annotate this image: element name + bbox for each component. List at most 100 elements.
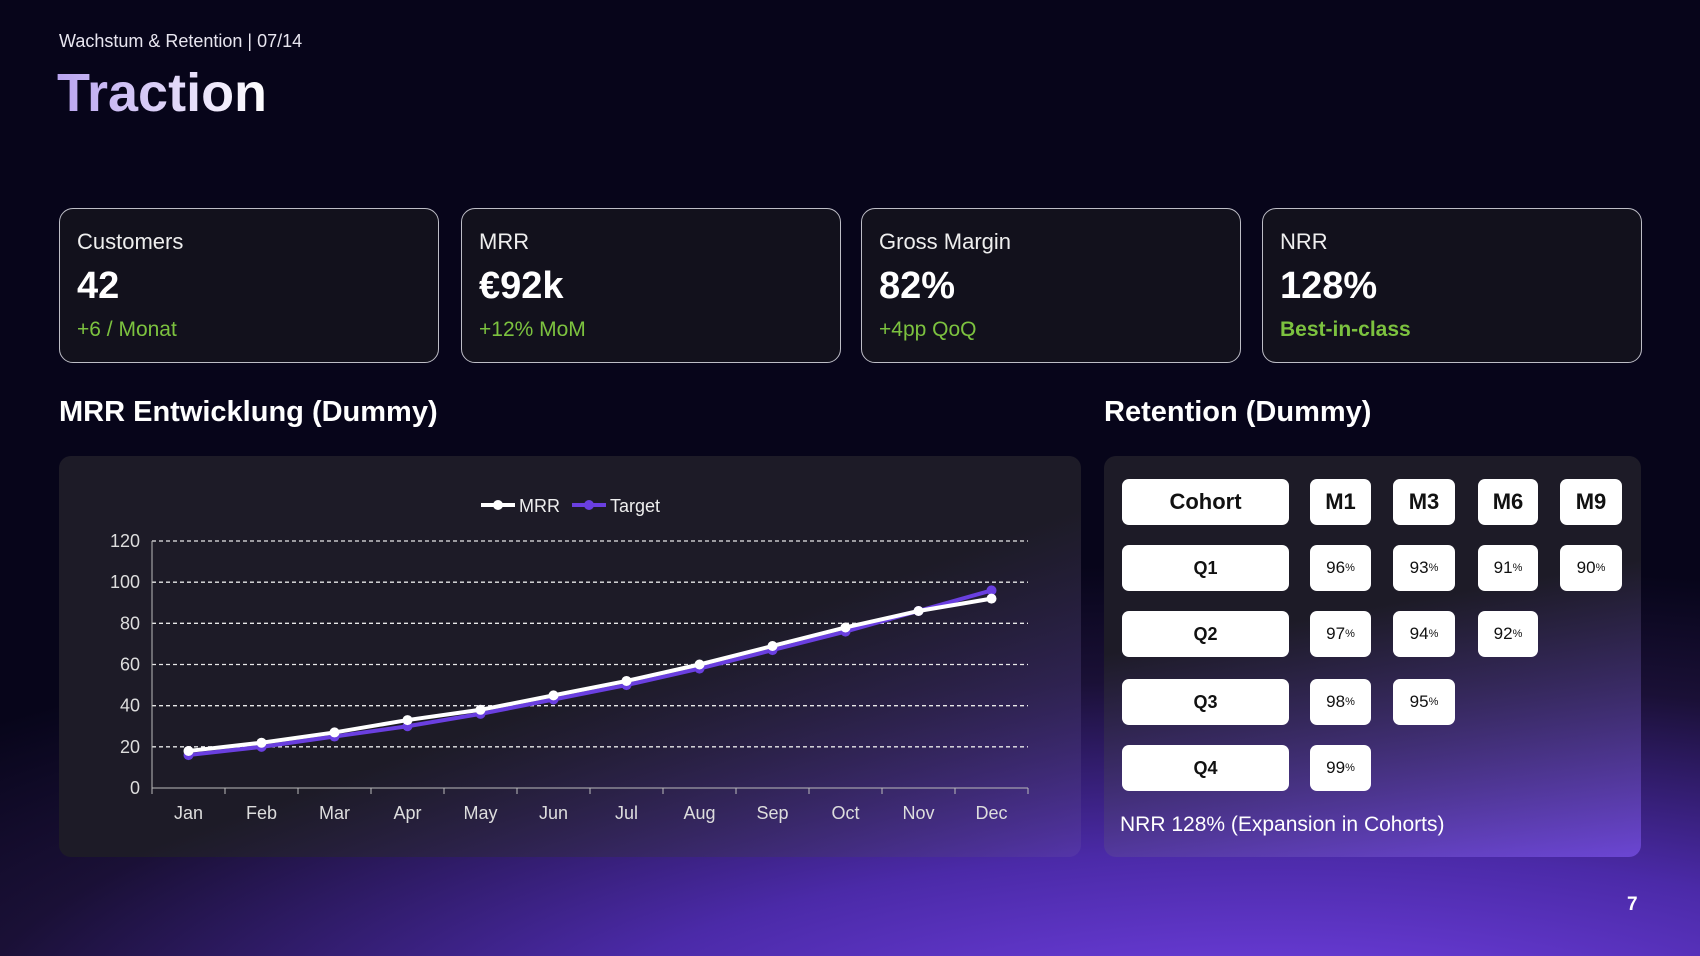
retention-cell: 96% [1310, 545, 1371, 591]
cohort-label: Q3 [1122, 679, 1289, 725]
kpi-card-nrr: NRR 128% Best-in-class [1262, 208, 1642, 363]
cell-text: Q2 [1193, 623, 1218, 644]
legend-label: Target [610, 496, 660, 516]
cell-text: 90 [1576, 558, 1596, 577]
legend-label: MRR [519, 496, 560, 516]
kpi-change: +6 / Monat [77, 318, 177, 341]
mrr-line-chart: 0 20 40 60 80 100 120 Jan Feb Mar Apr May Jun Jul Aug S… [110, 496, 1029, 823]
kpi-value: 128% [1280, 265, 1378, 307]
page-title: Traction [57, 63, 268, 123]
y-tick-label: 0 [130, 778, 140, 798]
cell-text: 91 [1493, 558, 1513, 577]
data-point-mrr [694, 659, 705, 670]
retention-cell: 90% [1560, 545, 1622, 591]
cell-text: M6 [1492, 489, 1524, 514]
retention-cell: 97% [1310, 611, 1371, 657]
x-tick-label: Nov [902, 803, 934, 823]
x-tick-label: Feb [246, 803, 277, 823]
cell-text: 94 [1409, 624, 1429, 643]
x-tick-label: Apr [393, 803, 421, 823]
kpi-value: 82% [879, 265, 956, 307]
kpi-label: NRR [1280, 229, 1328, 254]
retention-header-m9: M9 [1560, 479, 1622, 525]
kpi-value: 42 [77, 265, 120, 307]
cohort-label: Q2 [1122, 611, 1289, 657]
data-point-mrr [621, 675, 632, 686]
kpi-card-customers: Customers 42 +6 / Monat [59, 208, 439, 363]
retention-header-m1: M1 [1310, 479, 1371, 525]
kpi-label: Gross Margin [879, 229, 1012, 254]
unit: % [1512, 562, 1523, 574]
unit: % [1345, 696, 1355, 708]
legend-marker [584, 500, 594, 510]
x-tick-label: Aug [683, 803, 715, 823]
cell-text: Cohort [1169, 489, 1242, 514]
mrr-chart-panel: 0 20 40 60 80 100 120 Jan Feb Mar Apr May Jun Jul Aug S… [59, 456, 1081, 857]
unit: % [1345, 562, 1355, 574]
unit: % [1345, 628, 1355, 640]
x-tick-label: Jun [539, 803, 568, 823]
cell-text: Q1 [1193, 557, 1218, 578]
chart-heading: MRR Entwicklung (Dummy) [59, 396, 438, 428]
legend-marker [493, 500, 503, 510]
x-tick-label: Oct [831, 803, 859, 823]
cell-text: 99 [1326, 758, 1346, 777]
cell-text: 96 [1326, 558, 1346, 577]
cell-text: M1 [1325, 489, 1356, 514]
cell-text: M3 [1408, 489, 1440, 514]
data-point-mrr [986, 593, 997, 604]
retention-cell: 91% [1478, 545, 1538, 591]
y-tick-label: 120 [110, 531, 140, 551]
cell-text: 98 [1326, 692, 1346, 711]
unit: % [1428, 562, 1439, 574]
data-point-mrr [183, 745, 194, 756]
retention-cell: 99% [1310, 745, 1371, 791]
kpi-change: Best-in-class [1280, 318, 1411, 341]
retention-cell: 95% [1393, 679, 1455, 725]
retention-header-cohort: Cohort [1122, 479, 1289, 525]
x-tick-label: May [463, 803, 497, 823]
page-number: 7 [1627, 894, 1638, 915]
retention-header-m3: M3 [1393, 479, 1455, 525]
retention-panel: Cohort M1 M3 M6 M9 Q1 96% 93% 91% 90% Q2 97% 94% 92% Q… [1104, 456, 1641, 857]
x-tick-label: Jul [615, 803, 638, 823]
unit: % [1428, 696, 1439, 708]
cell-text: 95 [1409, 692, 1429, 711]
y-tick-label: 80 [120, 613, 140, 633]
section-subtitle: Wachstum & Retention | 07/14 [59, 31, 303, 51]
cell-text: 92 [1493, 624, 1513, 643]
retention-cell: 92% [1478, 611, 1538, 657]
series-line-mrr [188, 596, 992, 753]
cell-text: 97 [1326, 624, 1346, 643]
kpi-label: MRR [479, 229, 530, 254]
unit: % [1512, 628, 1523, 640]
kpi-change: +4pp QoQ [879, 318, 977, 341]
unit: % [1345, 762, 1355, 774]
kpi-change: +12% MoM [479, 318, 586, 341]
cell-text: 93 [1409, 558, 1429, 577]
data-point-mrr [840, 622, 851, 633]
data-point-mrr [548, 690, 559, 701]
y-tick-label: 20 [120, 737, 140, 757]
data-point-mrr [402, 715, 413, 726]
x-tick-label: Jan [174, 803, 203, 823]
unit: % [1428, 628, 1439, 640]
data-point-mrr [256, 737, 267, 748]
kpi-value: €92k [479, 265, 564, 307]
kpi-card-gross-margin: Gross Margin 82% +4pp QoQ [861, 208, 1241, 363]
retention-header-m6: M6 [1478, 479, 1538, 525]
retention-cell: 94% [1393, 611, 1455, 657]
x-tick-label: Sep [756, 803, 788, 823]
y-tick-label: 40 [120, 696, 140, 716]
y-tick-label: 100 [110, 572, 140, 592]
cell-text: Q4 [1193, 757, 1218, 778]
cell-text: Q3 [1193, 691, 1218, 712]
series-line-target [188, 588, 993, 758]
cell-text: M9 [1575, 489, 1607, 514]
cohort-label: Q4 [1122, 745, 1289, 791]
data-point-mrr [767, 640, 778, 651]
data-point-mrr [475, 704, 486, 715]
retention-heading: Retention (Dummy) [1104, 396, 1372, 428]
kpi-label: Customers [77, 229, 184, 254]
y-tick-label: 60 [120, 655, 140, 675]
